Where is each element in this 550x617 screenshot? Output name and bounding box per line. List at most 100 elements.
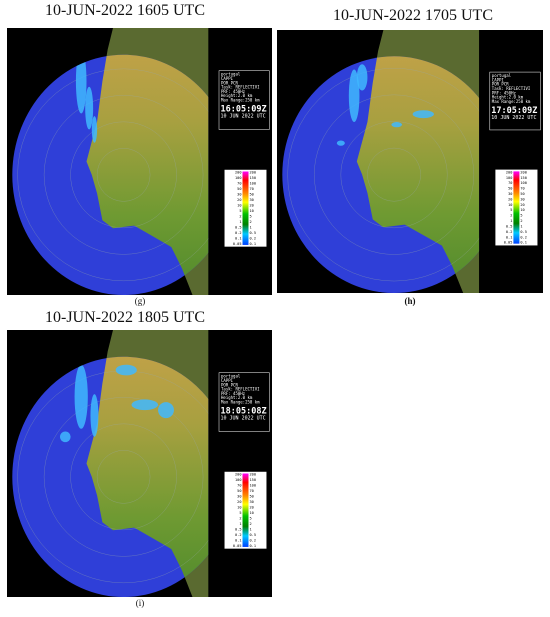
- scale-label: 10: [250, 511, 254, 515]
- info-line: PRF: 450Hz: [221, 391, 246, 396]
- info-line: PRF: 450Hz: [492, 90, 517, 95]
- echo: [391, 122, 403, 128]
- info-line: Max Range:250 km: [221, 98, 260, 103]
- scale-label: 100: [235, 176, 242, 180]
- scale-label: 30: [250, 500, 254, 504]
- info-line: Task: REFLECTIVI: [492, 86, 531, 91]
- scale-label: 0.2: [506, 230, 513, 234]
- scale-label: 1: [250, 225, 252, 229]
- info-line: CAPPI: [492, 77, 505, 82]
- scale-label: 0.5: [520, 230, 527, 234]
- scale-label: 10: [237, 203, 241, 207]
- scale-label: 70: [237, 181, 241, 185]
- info-line: Height:2.0 km: [492, 95, 524, 100]
- land: [86, 54, 209, 295]
- panel-caption: (g): [135, 296, 146, 306]
- scale-label: 100: [520, 181, 527, 185]
- scale-label: 1: [510, 219, 512, 223]
- panel-caption: (i): [136, 598, 145, 608]
- scale-label: 150: [250, 176, 257, 180]
- range-ring: [43, 397, 204, 557]
- info-line: portugal: [221, 374, 241, 379]
- scale-label: 200: [250, 171, 257, 175]
- scale-label: 2: [250, 522, 252, 526]
- scale-label: 5: [250, 516, 252, 520]
- scale-label: 2: [239, 214, 241, 218]
- scale-label: 0.1: [235, 236, 242, 240]
- radar-date: 10 JUN 2022 UTC: [491, 115, 536, 121]
- scale-label: 50: [250, 192, 254, 196]
- land: [86, 356, 209, 597]
- scale-label: 0.2: [235, 231, 242, 235]
- scale-label: 0.5: [506, 224, 513, 228]
- scale-label: 50: [520, 192, 524, 196]
- scale-label: 20: [520, 203, 524, 207]
- scale-label: 2: [250, 220, 252, 224]
- scale-label: 0.5: [250, 533, 257, 537]
- info-line: POR_PCR: [221, 80, 238, 85]
- info-line: Max Range:250 km: [492, 99, 531, 104]
- scale-label: 200: [250, 473, 257, 477]
- info-line: Height:2.0 km: [221, 93, 253, 98]
- scale-label: 10: [237, 505, 241, 509]
- echo: [348, 69, 360, 123]
- radar-time: 16:05:09Z: [221, 105, 267, 115]
- scale-label: 50: [237, 489, 241, 493]
- radar-time: 18:05:08Z: [221, 407, 267, 417]
- scale-label: 10: [250, 209, 254, 213]
- radar-date: 10 JUN 2022 UTC: [221, 416, 266, 422]
- range-ring: [367, 147, 421, 202]
- scale-label: 0.05: [233, 544, 242, 548]
- scale-label: 0.1: [250, 242, 257, 246]
- scale-label: 150: [520, 176, 527, 180]
- scale-label: 70: [237, 483, 241, 487]
- info-line: portugal: [492, 73, 512, 78]
- info-line: portugal: [221, 72, 241, 77]
- scale-label: 50: [250, 494, 254, 498]
- scale-label: 1: [239, 522, 241, 526]
- coverage: [12, 356, 230, 597]
- echo: [85, 86, 94, 130]
- scale-label: 100: [506, 176, 513, 180]
- scale-label: 50: [237, 187, 241, 191]
- scale-label: 200: [506, 170, 513, 174]
- radar-date: 10 JUN 2022 UTC: [221, 114, 266, 120]
- scale-label: 5: [250, 214, 252, 218]
- scale-label: 20: [250, 203, 254, 207]
- side-panel: [208, 330, 272, 597]
- scale-label: 0.2: [250, 236, 257, 240]
- scale-label: 20: [250, 505, 254, 509]
- colorbar: [242, 473, 249, 547]
- echo: [131, 399, 159, 411]
- scale-label: 2: [520, 219, 522, 223]
- range-ring: [96, 148, 151, 202]
- scale-label: 1: [520, 224, 522, 228]
- info-box: [218, 372, 270, 432]
- panel-title: 10-JUN-2022 1805 UTC: [45, 309, 205, 326]
- echo: [115, 364, 137, 376]
- info-line: CAPPI: [221, 378, 234, 383]
- scale-label: 200: [235, 171, 242, 175]
- echo: [91, 116, 98, 143]
- scale-label: 0.5: [235, 527, 242, 531]
- scale-label: 5: [239, 209, 241, 213]
- info-line: Height:2.0 km: [221, 395, 253, 400]
- scale-label: 0.5: [250, 231, 257, 235]
- info-box: [489, 71, 541, 131]
- scale-label: 30: [237, 192, 241, 196]
- range-ring: [313, 94, 475, 255]
- scale-label: 1: [250, 527, 252, 531]
- scale-label: 70: [508, 181, 512, 185]
- scale-label: 10: [520, 208, 524, 212]
- range-ring: [70, 423, 177, 531]
- echo: [412, 110, 434, 119]
- echo: [356, 64, 368, 91]
- scale-label: 20: [237, 198, 241, 202]
- scale-label: 1: [239, 220, 241, 224]
- echo: [90, 394, 99, 437]
- scale-label: 5: [510, 208, 512, 212]
- side-panel: [479, 30, 543, 293]
- range-ring: [340, 121, 448, 229]
